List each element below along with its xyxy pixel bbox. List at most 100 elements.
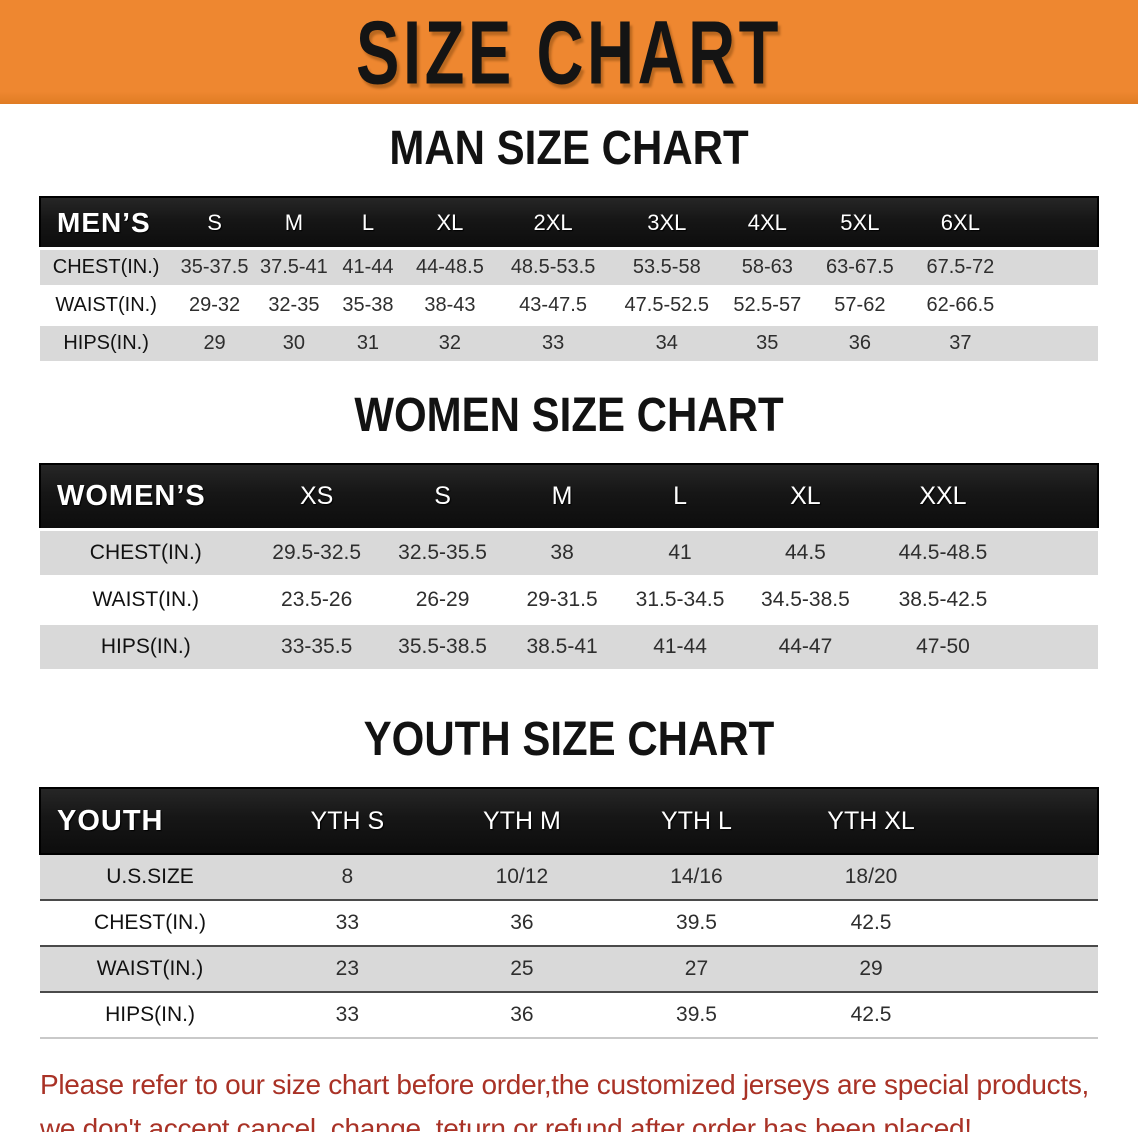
table-row: CHEST(IN.) 35-37.5 37.5-41 41-44 44-48.5 48.5… xyxy=(40,248,1098,287)
size-value-cell: 33-35.5 xyxy=(251,623,382,669)
table-corner-label: WOMEN’S xyxy=(39,463,252,531)
size-value-cell: 53.5-58 xyxy=(611,248,723,287)
size-value-cell: 18/20 xyxy=(783,854,959,900)
size-value-cell: 29.5-32.5 xyxy=(251,529,382,577)
row-spacer xyxy=(1013,286,1098,325)
size-value-cell: 44.5 xyxy=(739,529,872,577)
size-value-cell: 41-44 xyxy=(620,623,740,669)
table-row: WAIST(IN.) 23 25 27 29 xyxy=(40,946,1098,992)
womens-size-table: WOMEN’S XS S M L XL XXL CHEST(IN.) 29.5-32.5 32.5… xyxy=(39,463,1099,669)
column-header: M xyxy=(503,463,621,531)
size-value-cell: 39.5 xyxy=(609,992,784,1038)
size-value-cell: 36 xyxy=(434,900,610,946)
banner-title: SIZE CHART xyxy=(356,1,782,103)
size-value-cell: 34 xyxy=(611,324,723,361)
table-row: WAIST(IN.) 23.5-26 26-29 29-31.5 31.5-34.5 34… xyxy=(40,576,1098,624)
man-size-heading-wrap: MAN SIZE CHART xyxy=(0,120,1138,178)
column-header: S xyxy=(381,463,504,531)
column-header: 5XL xyxy=(812,196,908,250)
size-value-cell: 14/16 xyxy=(609,854,784,900)
size-value-cell: 44-47 xyxy=(739,623,872,669)
size-value-cell: 48.5-53.5 xyxy=(494,248,612,287)
size-value-cell: 41-44 xyxy=(330,248,405,287)
column-header: XS xyxy=(251,463,382,531)
table-corner-label: MEN’S xyxy=(38,196,173,250)
table-row: HIPS(IN.) 29 30 31 32 33 34 35 36 37 xyxy=(40,324,1098,361)
table-header-row: WOMEN’S XS S M L XL XXL xyxy=(39,463,1099,531)
size-value-cell: 42.5 xyxy=(783,992,959,1038)
size-value-cell: 38.5-42.5 xyxy=(871,576,1015,624)
size-value-cell: 32-35 xyxy=(256,286,331,325)
size-value-cell: 43-47.5 xyxy=(494,286,612,325)
size-value-cell: 27 xyxy=(609,946,784,992)
size-value-cell: 30 xyxy=(256,324,331,361)
size-value-cell: 35-37.5 xyxy=(172,248,257,287)
table-header-row: MEN’S S M L XL 2XL 3XL 4XL 5XL 6XL xyxy=(38,196,1099,250)
size-value-cell: 44.5-48.5 xyxy=(871,529,1015,577)
size-value-cell: 26-29 xyxy=(381,576,504,624)
size-value-cell: 35-38 xyxy=(330,286,405,325)
size-value-cell: 33 xyxy=(494,324,612,361)
size-value-cell: 39.5 xyxy=(609,900,784,946)
size-value-cell: 23 xyxy=(260,946,435,992)
row-spacer xyxy=(958,946,1098,992)
column-header: M xyxy=(256,196,331,250)
size-value-cell: 38 xyxy=(503,529,621,577)
size-value-cell: 32 xyxy=(404,324,495,361)
size-value-cell: 29-32 xyxy=(172,286,257,325)
row-spacer xyxy=(1014,576,1098,624)
table-corner-label: YOUTH xyxy=(38,787,261,855)
column-header: YTH S xyxy=(260,787,435,855)
row-label: CHEST(IN.) xyxy=(40,900,261,946)
row-spacer xyxy=(1014,529,1098,577)
disclaimer-line-1: Please refer to our size chart before or… xyxy=(40,1069,1090,1100)
size-value-cell: 29-31.5 xyxy=(503,576,621,624)
size-value-cell: 63-67.5 xyxy=(812,248,908,287)
header-spacer xyxy=(958,787,1099,855)
size-value-cell: 33 xyxy=(260,992,435,1038)
row-label: HIPS(IN.) xyxy=(40,324,173,361)
banner: SIZE CHART xyxy=(0,0,1138,104)
disclaimer-line-2: we don't accept cancel, change, teturn o… xyxy=(40,1113,972,1132)
table-header-row: YOUTH YTH S YTH M YTH L YTH XL xyxy=(38,787,1099,855)
size-value-cell: 36 xyxy=(812,324,908,361)
column-header: L xyxy=(620,463,740,531)
size-value-cell: 35.5-38.5 xyxy=(381,623,504,669)
size-value-cell: 32.5-35.5 xyxy=(381,529,504,577)
column-header: YTH XL xyxy=(783,787,959,855)
size-value-cell: 52.5-57 xyxy=(722,286,813,325)
table-row: CHEST(IN.) 33 36 39.5 42.5 xyxy=(40,900,1098,946)
row-label: CHEST(IN.) xyxy=(40,529,252,577)
size-value-cell: 62-66.5 xyxy=(907,286,1014,325)
row-label: WAIST(IN.) xyxy=(40,286,173,325)
row-label: CHEST(IN.) xyxy=(40,248,173,287)
row-spacer xyxy=(958,900,1098,946)
row-label: WAIST(IN.) xyxy=(40,946,261,992)
row-spacer xyxy=(1013,324,1098,361)
women-size-section: WOMEN SIZE CHART WOMEN’S XS S M L XL XXL CHEST(… xyxy=(0,387,1138,669)
size-value-cell: 47-50 xyxy=(871,623,1015,669)
table-row: WAIST(IN.) 29-32 32-35 35-38 38-43 43-47.5 47.… xyxy=(40,286,1098,325)
column-header: 2XL xyxy=(494,196,612,250)
column-header: XL xyxy=(739,463,872,531)
size-value-cell: 8 xyxy=(260,854,435,900)
table-row: CHEST(IN.) 29.5-32.5 32.5-35.5 38 41 44.5 44.5… xyxy=(40,529,1098,577)
column-header: 4XL xyxy=(722,196,813,250)
column-header: S xyxy=(172,196,257,250)
size-value-cell: 38-43 xyxy=(404,286,495,325)
youth-size-section: YOUTH SIZE CHART YOUTH YTH S YTH M YTH L YTH… xyxy=(0,711,1138,1039)
size-value-cell: 29 xyxy=(172,324,257,361)
size-value-cell: 31 xyxy=(330,324,405,361)
size-value-cell: 31.5-34.5 xyxy=(620,576,740,624)
size-value-cell: 57-62 xyxy=(812,286,908,325)
size-value-cell: 10/12 xyxy=(434,854,610,900)
row-label: HIPS(IN.) xyxy=(40,992,261,1038)
size-value-cell: 35 xyxy=(722,324,813,361)
row-label: HIPS(IN.) xyxy=(40,623,252,669)
size-value-cell: 29 xyxy=(783,946,959,992)
size-value-cell: 37 xyxy=(907,324,1014,361)
women-size-heading: WOMEN SIZE CHART xyxy=(354,387,784,442)
size-value-cell: 25 xyxy=(434,946,610,992)
size-value-cell: 23.5-26 xyxy=(251,576,382,624)
